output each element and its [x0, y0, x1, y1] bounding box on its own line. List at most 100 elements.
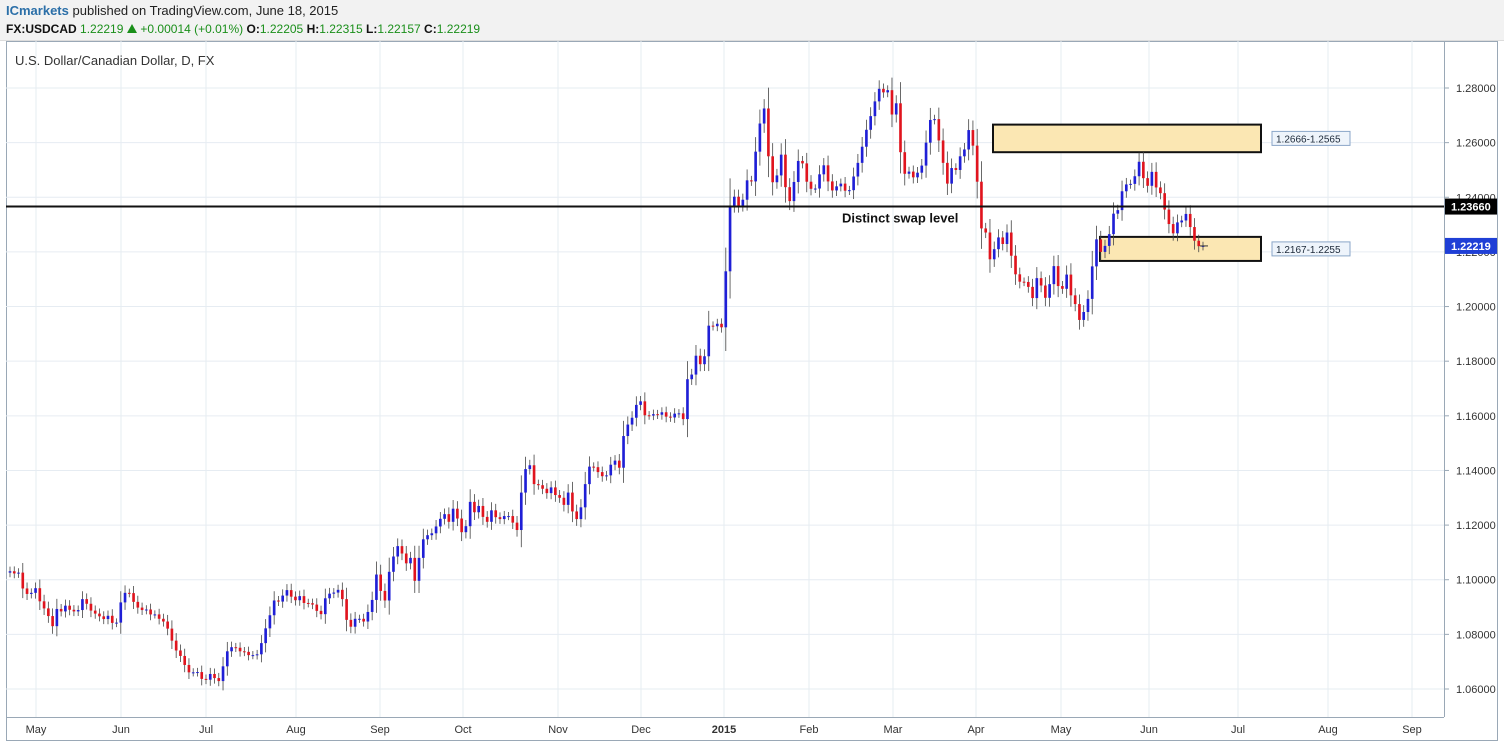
candle-body[interactable]: [1065, 274, 1068, 289]
candle-body[interactable]: [1052, 266, 1056, 285]
candle-body[interactable]: [588, 466, 591, 485]
candle-body[interactable]: [1167, 209, 1171, 225]
candle-body[interactable]: [566, 492, 570, 505]
candle-body[interactable]: [145, 609, 148, 611]
candle-body[interactable]: [234, 647, 238, 649]
candle-body[interactable]: [281, 595, 285, 602]
candle-body[interactable]: [575, 511, 578, 520]
candle-body[interactable]: [920, 165, 924, 173]
candle-body[interactable]: [358, 618, 361, 620]
candle-body[interactable]: [916, 172, 919, 178]
candle-body[interactable]: [336, 589, 340, 593]
candle-body[interactable]: [673, 413, 676, 418]
candle-body[interactable]: [899, 103, 902, 153]
candle-body[interactable]: [8, 571, 12, 573]
candle-body[interactable]: [247, 651, 250, 656]
candle-body[interactable]: [997, 237, 1000, 250]
candle-body[interactable]: [345, 599, 348, 620]
candle-body[interactable]: [494, 510, 498, 518]
candle-body[interactable]: [971, 130, 975, 146]
candle-body[interactable]: [379, 574, 383, 591]
candle-body[interactable]: [204, 678, 208, 680]
candle-body[interactable]: [911, 171, 915, 178]
candle-body[interactable]: [76, 610, 80, 612]
candle-body[interactable]: [835, 186, 838, 191]
candle-body[interactable]: [123, 592, 127, 603]
candle-body[interactable]: [183, 655, 187, 665]
candle-body[interactable]: [225, 651, 229, 667]
candle-body[interactable]: [1124, 184, 1128, 192]
candle-body[interactable]: [251, 655, 255, 657]
candle-body[interactable]: [306, 602, 310, 604]
candle-body[interactable]: [963, 149, 966, 157]
candle-body[interactable]: [549, 487, 553, 494]
candle-body[interactable]: [724, 271, 728, 328]
candle-body[interactable]: [788, 187, 792, 202]
candle-body[interactable]: [579, 507, 583, 520]
candle-body[interactable]: [426, 535, 429, 540]
candle-body[interactable]: [698, 355, 702, 365]
candle-body[interactable]: [21, 572, 25, 589]
candle-body[interactable]: [485, 516, 489, 522]
candle-body[interactable]: [805, 163, 809, 182]
candle-body[interactable]: [1044, 285, 1047, 298]
candle-body[interactable]: [1073, 295, 1077, 305]
candle-body[interactable]: [370, 599, 374, 612]
candle-body[interactable]: [208, 673, 212, 680]
candle-body[interactable]: [42, 601, 46, 609]
candle-body[interactable]: [707, 325, 711, 357]
candle-body[interactable]: [98, 613, 101, 617]
candle-body[interactable]: [830, 181, 834, 191]
candle-body[interactable]: [243, 651, 246, 653]
candle-body[interactable]: [1056, 266, 1060, 287]
candle-body[interactable]: [1176, 222, 1179, 234]
candle-body[interactable]: [1112, 213, 1115, 235]
candle-body[interactable]: [1154, 171, 1158, 188]
candle-body[interactable]: [613, 460, 617, 465]
candle-body[interactable]: [417, 557, 421, 581]
candle-body[interactable]: [1035, 278, 1039, 299]
candle-body[interactable]: [127, 592, 131, 594]
candle-body[interactable]: [230, 647, 233, 652]
candle-body[interactable]: [1163, 193, 1166, 210]
candle-body[interactable]: [545, 488, 549, 494]
price-chart[interactable]: Distinct swap level 1.2666-1.2565 1.2167-1…: [6, 41, 1498, 741]
candle-body[interactable]: [1107, 234, 1111, 246]
candle-body[interactable]: [809, 181, 813, 189]
candle-body[interactable]: [792, 181, 796, 202]
candle-body[interactable]: [341, 589, 344, 600]
candle-body[interactable]: [1142, 161, 1145, 179]
candle-body[interactable]: [217, 678, 221, 682]
candle-body[interactable]: [617, 460, 621, 468]
candle-body[interactable]: [238, 647, 242, 652]
candles-layer[interactable]: [8, 77, 1205, 691]
candle-body[interactable]: [153, 614, 157, 616]
candle-body[interactable]: [170, 628, 174, 641]
candle-body[interactable]: [524, 469, 527, 493]
candle-body[interactable]: [451, 508, 455, 522]
candle-body[interactable]: [801, 160, 804, 164]
candle-body[interactable]: [758, 123, 762, 152]
candle-body[interactable]: [162, 618, 165, 622]
candle-body[interactable]: [647, 415, 651, 417]
candle-body[interactable]: [413, 557, 417, 581]
candle-body[interactable]: [954, 168, 958, 170]
price-axis[interactable]: 1.280001.260001.240001.220001.200001.180…: [1444, 83, 1497, 696]
candle-body[interactable]: [511, 516, 515, 523]
candle-body[interactable]: [272, 600, 276, 616]
candle-body[interactable]: [400, 546, 404, 554]
candle-body[interactable]: [404, 553, 408, 564]
candle-body[interactable]: [136, 601, 140, 608]
candle-body[interactable]: [456, 508, 459, 519]
candle-body[interactable]: [703, 356, 706, 365]
candle-body[interactable]: [839, 183, 843, 187]
candle-body[interactable]: [68, 605, 71, 610]
candle-body[interactable]: [447, 514, 451, 522]
candle-body[interactable]: [856, 162, 860, 177]
candle-body[interactable]: [886, 90, 890, 93]
candle-body[interactable]: [93, 610, 97, 614]
supply-demand-zone[interactable]: [1099, 235, 1262, 262]
candle-body[interactable]: [596, 467, 600, 473]
candle-body[interactable]: [490, 510, 493, 522]
candle-body[interactable]: [890, 90, 894, 115]
